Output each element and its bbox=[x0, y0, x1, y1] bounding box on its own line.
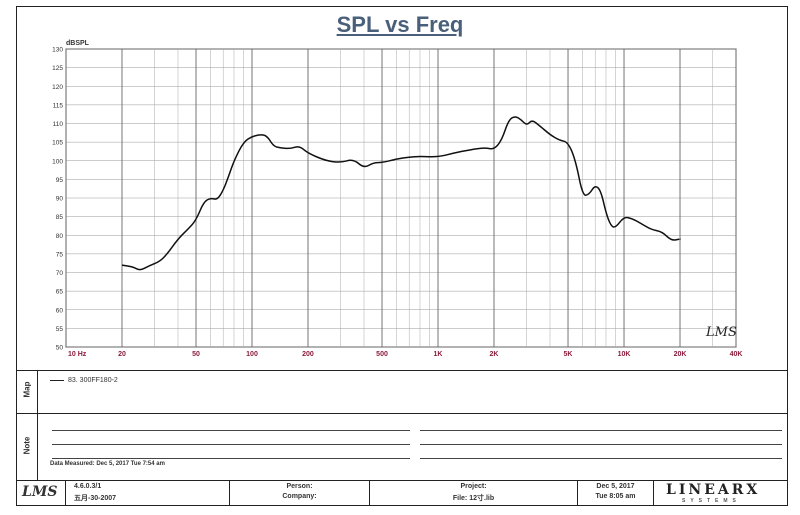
y-tick-label: 90 bbox=[56, 196, 64, 203]
map-label: Map bbox=[22, 381, 32, 398]
legend: 83. 300FF180-2 bbox=[50, 377, 118, 384]
x-tick-label: 20K bbox=[674, 351, 687, 358]
company-label: Company: bbox=[282, 493, 317, 500]
footer-date-cell: Dec 5, 2017 Tue 8:05 am bbox=[578, 481, 654, 506]
x-tick-label: 500 bbox=[376, 351, 388, 358]
y-tick-label: 65 bbox=[56, 289, 64, 296]
footer-version-cell: 4.6.0.3/1 五月-30-2007 bbox=[66, 481, 230, 506]
y-tick-label: 80 bbox=[56, 233, 64, 240]
y-tick-label: 50 bbox=[56, 345, 64, 352]
x-tick-label: 100 bbox=[246, 351, 258, 358]
linearx-logo: LINEARX bbox=[666, 482, 761, 498]
chart-grid bbox=[65, 48, 737, 348]
y-tick-label: 60 bbox=[56, 307, 64, 314]
divider-map-top bbox=[16, 370, 788, 371]
note-side-column: Note bbox=[16, 413, 38, 481]
note-line-1 bbox=[52, 430, 410, 431]
note-label: Note bbox=[22, 436, 32, 455]
x-tick-label: 5K bbox=[564, 351, 573, 358]
x-tick-label: 1K bbox=[434, 351, 443, 358]
legend-entry: 83. 300FF180-2 bbox=[68, 377, 118, 384]
y-tick-label: 70 bbox=[56, 270, 64, 277]
y-axis-label: dBSPL bbox=[66, 40, 90, 47]
chart-title: SPL vs Freq bbox=[336, 12, 464, 37]
divider-note-top bbox=[16, 413, 788, 414]
person-label: Person: bbox=[286, 483, 313, 490]
lms-watermark: LMS bbox=[705, 325, 737, 340]
footer-brand-cell: LINEARX SYSTEMS bbox=[654, 481, 788, 506]
y-tick-label: 130 bbox=[52, 47, 63, 54]
project-label: Project: bbox=[460, 483, 487, 490]
note-line-5 bbox=[52, 458, 410, 459]
lms-logo: LMS bbox=[22, 484, 58, 500]
page-frame bbox=[16, 6, 788, 506]
linearx-sub: SYSTEMS bbox=[682, 498, 741, 504]
spl-curve bbox=[121, 116, 681, 271]
version-number: 4.6.0.3/1 bbox=[74, 483, 102, 490]
y-tick-label: 85 bbox=[56, 214, 64, 221]
x-tick-label: 40K bbox=[730, 351, 743, 358]
y-tick-label: 75 bbox=[56, 251, 64, 258]
x-tick-label: 10 Hz bbox=[68, 351, 87, 358]
note-line-3 bbox=[52, 444, 410, 445]
y-tick-label: 95 bbox=[56, 177, 64, 184]
footer-logo-cell: LMS bbox=[16, 481, 66, 506]
y-tick-label: 125 bbox=[52, 65, 63, 72]
legend-line-swatch bbox=[50, 380, 64, 381]
y-tick-label: 120 bbox=[52, 84, 63, 91]
note-line-6 bbox=[420, 458, 782, 459]
x-tick-label: 50 bbox=[192, 351, 200, 358]
x-tick-label: 2K bbox=[490, 351, 499, 358]
note-line-4 bbox=[420, 444, 782, 445]
y-tick-label: 105 bbox=[52, 140, 63, 147]
footer-date: Dec 5, 2017 bbox=[596, 483, 635, 490]
footer-time: Tue 8:05 am bbox=[595, 493, 636, 500]
chart-ticks: 130 125 120 115 110 105 100 95 90 85 80 75 70 65 60 55 5… bbox=[52, 47, 742, 359]
y-tick-label: 115 bbox=[53, 102, 64, 109]
x-tick-label: 20 bbox=[118, 351, 126, 358]
y-tick-label: 55 bbox=[56, 326, 64, 333]
file-label: File: 12寸.lib bbox=[452, 495, 495, 502]
divider-footer-top bbox=[16, 480, 788, 481]
x-tick-label: 200 bbox=[302, 351, 314, 358]
spl-chart: 130 125 120 115 110 105 100 95 90 85 80 75 70 65 60 55 5… bbox=[52, 40, 742, 359]
note-line-2 bbox=[420, 430, 782, 431]
x-tick-label: 10K bbox=[618, 351, 631, 358]
y-tick-label: 100 bbox=[52, 158, 63, 165]
footer-person-cell: Person: Company: bbox=[230, 481, 370, 506]
footer-project-cell: Project: File: 12寸.lib bbox=[370, 481, 578, 506]
date-measured: Data Measured: Dec 5, 2017 Tue 7:54 am bbox=[50, 461, 165, 467]
version-date: 五月-30-2007 bbox=[74, 495, 117, 502]
y-tick-label: 110 bbox=[53, 121, 64, 128]
map-side-column: Map bbox=[16, 370, 38, 413]
